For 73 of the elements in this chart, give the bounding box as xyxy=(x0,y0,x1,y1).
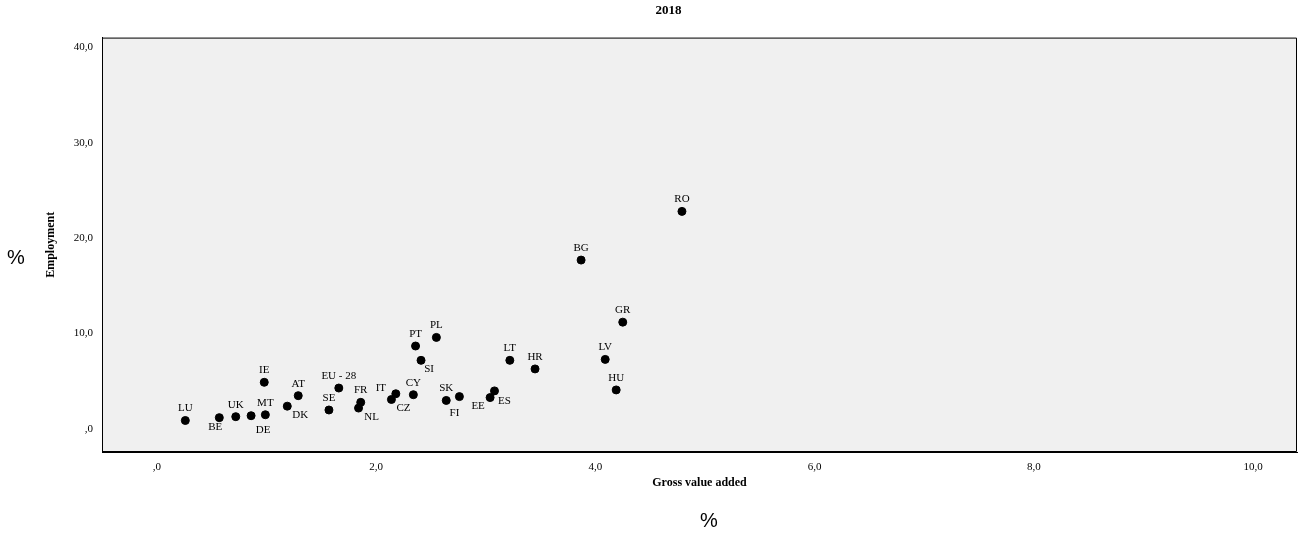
annotation: CZ xyxy=(396,401,411,414)
point xyxy=(576,255,586,265)
point xyxy=(441,395,451,405)
text: % xyxy=(7,245,26,268)
point xyxy=(180,415,190,425)
annotation: SE xyxy=(322,390,336,403)
point xyxy=(246,411,256,421)
annotation: PT xyxy=(409,326,423,339)
annotation: IT xyxy=(375,380,387,393)
y-tick-label: 30,0 xyxy=(73,135,94,148)
point xyxy=(489,386,499,396)
annotation: EU - 28 xyxy=(321,368,357,381)
point xyxy=(408,390,418,400)
annotation: NL xyxy=(364,409,380,422)
point xyxy=(391,389,401,399)
point xyxy=(354,403,364,413)
annotation: AT xyxy=(291,376,306,389)
annotation: RO xyxy=(674,192,690,205)
point xyxy=(214,413,224,423)
annotation: LV xyxy=(598,340,613,353)
annotation: CY xyxy=(405,375,422,388)
annotation: LU xyxy=(177,401,193,414)
point xyxy=(282,401,292,411)
annotation: ES xyxy=(498,393,511,406)
y-tick-label: ,0 xyxy=(84,421,94,434)
y-tick-label: 20,0 xyxy=(73,231,94,244)
x-tick-label: 4,0 xyxy=(588,460,603,473)
annotation: MT xyxy=(257,395,274,408)
annotation: DK xyxy=(292,408,309,421)
point xyxy=(431,332,441,342)
annotation: BG xyxy=(573,240,589,253)
point xyxy=(505,355,515,365)
text: % xyxy=(700,508,719,531)
point xyxy=(386,394,396,404)
annotation: SI xyxy=(424,362,435,375)
point xyxy=(231,412,241,422)
y-axis-title: Employment xyxy=(43,211,58,278)
point xyxy=(259,377,269,387)
annotation: HU xyxy=(608,370,625,383)
point xyxy=(293,391,303,401)
annotation: SK xyxy=(439,381,454,394)
annotation: BE xyxy=(208,419,223,432)
annotation: FR xyxy=(354,383,369,396)
point xyxy=(324,405,334,415)
point xyxy=(416,355,426,365)
chart-title: 2018 xyxy=(655,2,682,18)
x-axis-title: Gross value added xyxy=(652,474,748,489)
annotation: FI xyxy=(449,405,460,418)
x-tick-label: 8,0 xyxy=(1027,460,1042,473)
annotation: HR xyxy=(527,349,544,362)
annotation: EE xyxy=(471,399,486,412)
point xyxy=(530,364,540,374)
point xyxy=(485,393,495,403)
point xyxy=(454,392,464,402)
annotation: IE xyxy=(259,363,270,376)
x-tick-label: 10,0 xyxy=(1243,460,1264,473)
annotation: PL xyxy=(429,318,444,331)
x-tick-label: 2,0 xyxy=(369,460,384,473)
point xyxy=(618,317,628,327)
x-tick-label: ,0 xyxy=(152,460,162,473)
point xyxy=(334,383,344,393)
point xyxy=(611,385,621,395)
x-tick-label: 6,0 xyxy=(807,460,822,473)
point xyxy=(600,354,610,364)
y-tick-label: 40,0 xyxy=(73,40,94,53)
annotation: LT xyxy=(503,341,517,354)
point xyxy=(411,341,421,351)
point xyxy=(677,206,687,216)
y-tick-label: 10,0 xyxy=(73,326,94,339)
point xyxy=(260,410,270,420)
annotation: DE xyxy=(255,422,271,435)
annotation: GR xyxy=(615,303,632,316)
annotation: UK xyxy=(227,397,244,410)
